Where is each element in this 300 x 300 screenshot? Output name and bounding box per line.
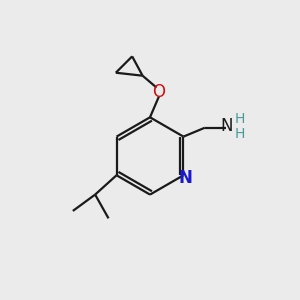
Text: N: N [220,117,233,135]
Text: O: O [152,83,165,101]
Text: H: H [234,112,245,126]
Text: N: N [178,169,193,187]
Text: H: H [234,127,245,141]
